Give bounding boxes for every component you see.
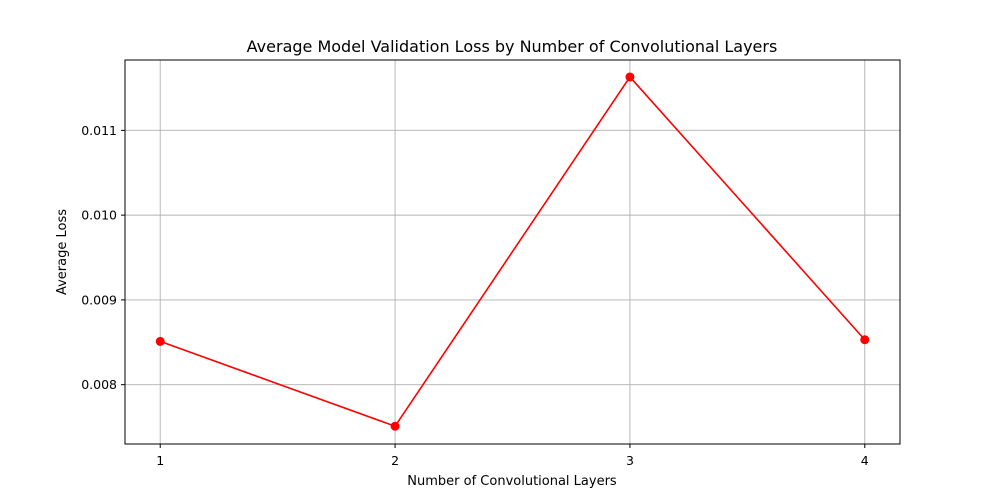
y-tick-label: 0.009 (81, 292, 117, 307)
grid-lines (125, 60, 900, 444)
x-tick-label: 1 (156, 453, 164, 468)
data-point (390, 421, 400, 431)
plot-frame (124, 59, 901, 445)
y-tick-label: 0.008 (81, 377, 117, 392)
chart-title: Average Model Validation Loss by Number … (247, 37, 778, 56)
x-axis-label: Number of Convolutional Layers (407, 474, 617, 489)
y-axis-ticks: 0.008 0.009 0.010 0.011 (81, 123, 125, 392)
data-point (860, 335, 870, 345)
x-tick-label: 3 (626, 453, 634, 468)
data-point (155, 336, 165, 346)
y-tick-label: 0.010 (81, 208, 117, 223)
series-line (159, 75, 866, 428)
data-point (625, 72, 635, 82)
series-layer (155, 72, 870, 431)
x-tick-label: 4 (861, 453, 869, 468)
x-tick-label: 2 (391, 453, 399, 468)
y-tick-label: 0.011 (81, 123, 117, 138)
x-axis-ticks: 1 2 3 4 (156, 444, 869, 468)
y-axis-label: Average Loss (55, 209, 70, 295)
